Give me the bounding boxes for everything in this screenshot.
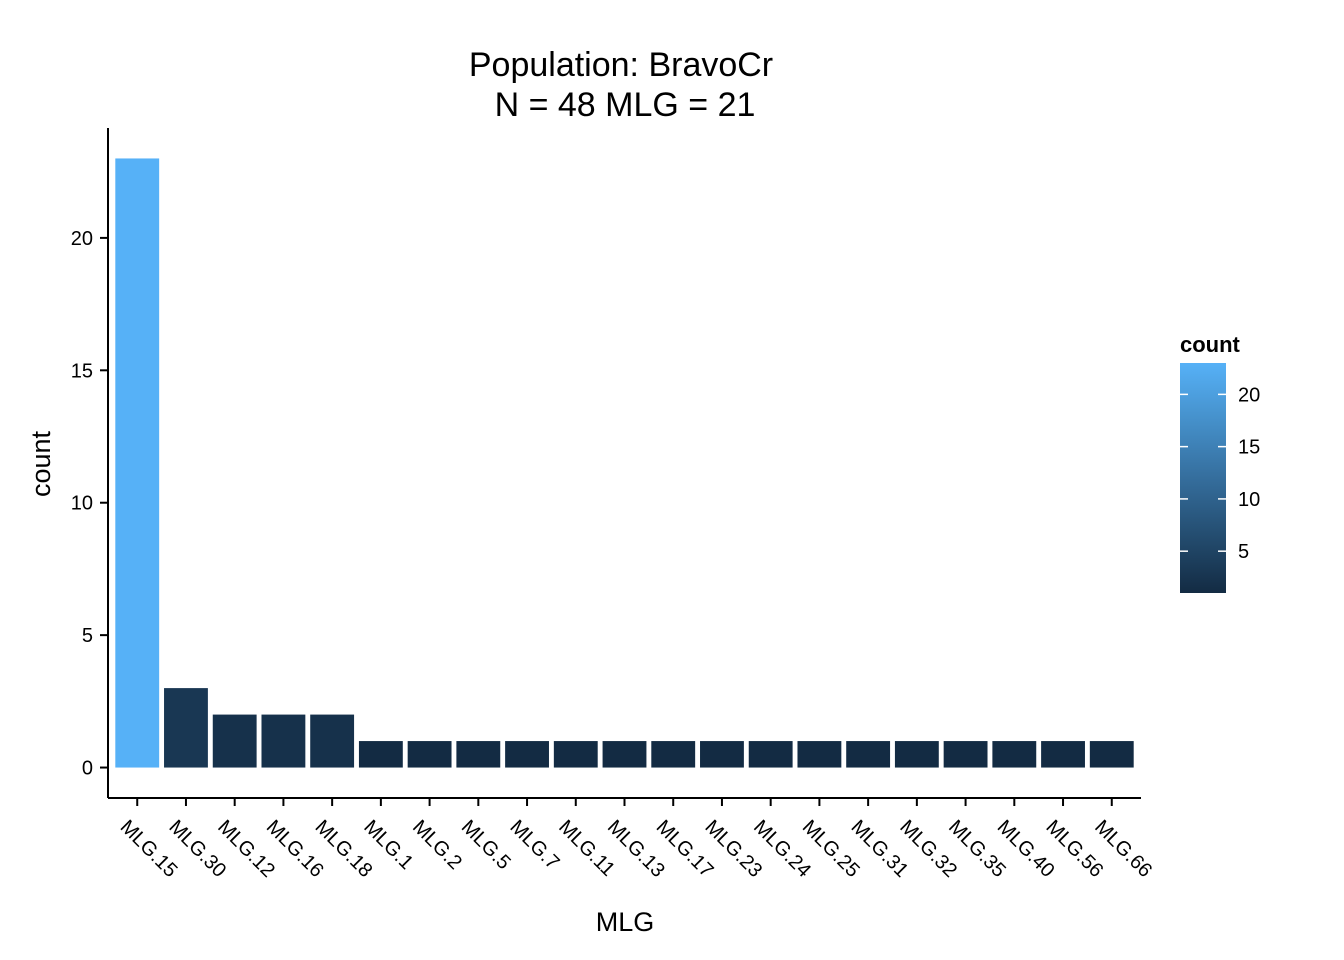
legend-title: count: [1180, 332, 1241, 357]
bar-MLG.16: [261, 714, 306, 768]
bar-MLG.23: [700, 741, 744, 768]
legend-tick-label: 20: [1238, 384, 1260, 406]
chart-subtitle: N = 48 MLG = 21: [495, 86, 756, 124]
bar-MLG.25: [797, 741, 842, 768]
bar-MLG.24: [748, 741, 793, 768]
x-axis-title: MLG: [596, 907, 655, 937]
bar-MLG.12: [212, 714, 257, 768]
bar-MLG.1: [358, 741, 403, 768]
x-tick-label: MLG.2: [408, 816, 466, 874]
bar-MLG.30: [164, 688, 208, 768]
y-axis-title: count: [26, 430, 56, 497]
bars: [115, 158, 1134, 768]
bar-MLG.66: [1089, 741, 1134, 768]
chart-title: Population: BravoCr: [469, 46, 773, 84]
bar-MLG.31: [846, 741, 891, 768]
bar-MLG.15: [115, 158, 160, 768]
legend-colorbar: [1180, 363, 1226, 593]
legend: count 5 10 15 20: [1180, 332, 1260, 593]
y-tick-label: 10: [71, 493, 93, 515]
legend-tick-label: 15: [1238, 437, 1260, 459]
bar-MLG.11: [553, 741, 598, 768]
bar-MLG.7: [505, 741, 549, 768]
bar-MLG.32: [894, 741, 939, 768]
legend-tick-label: 5: [1238, 541, 1249, 563]
bar-MLG.40: [992, 741, 1037, 768]
y-tick-label: 5: [82, 625, 93, 647]
y-axis: 0 5 10 15 20: [71, 128, 109, 798]
bar-MLG.2: [407, 741, 452, 768]
legend-ticks: 5 10 15 20: [1180, 384, 1260, 563]
y-tick-label: 20: [71, 228, 93, 250]
y-tick-label: 0: [82, 758, 93, 780]
bar-MLG.35: [943, 741, 988, 768]
bar-MLG.18: [310, 714, 355, 768]
x-axis: MLG.15MLG.30MLG.12MLG.16MLG.18MLG.1MLG.2…: [108, 797, 1156, 882]
x-tick-label: MLG.5: [457, 816, 515, 874]
bar-MLG.17: [651, 741, 696, 768]
bar-MLG.56: [1041, 741, 1085, 768]
x-tick-label: MLG.7: [506, 816, 564, 874]
bar-MLG.5: [456, 741, 501, 768]
y-tick-label: 15: [71, 360, 93, 382]
legend-tick-label: 10: [1238, 489, 1260, 511]
bar-MLG.13: [602, 741, 647, 768]
